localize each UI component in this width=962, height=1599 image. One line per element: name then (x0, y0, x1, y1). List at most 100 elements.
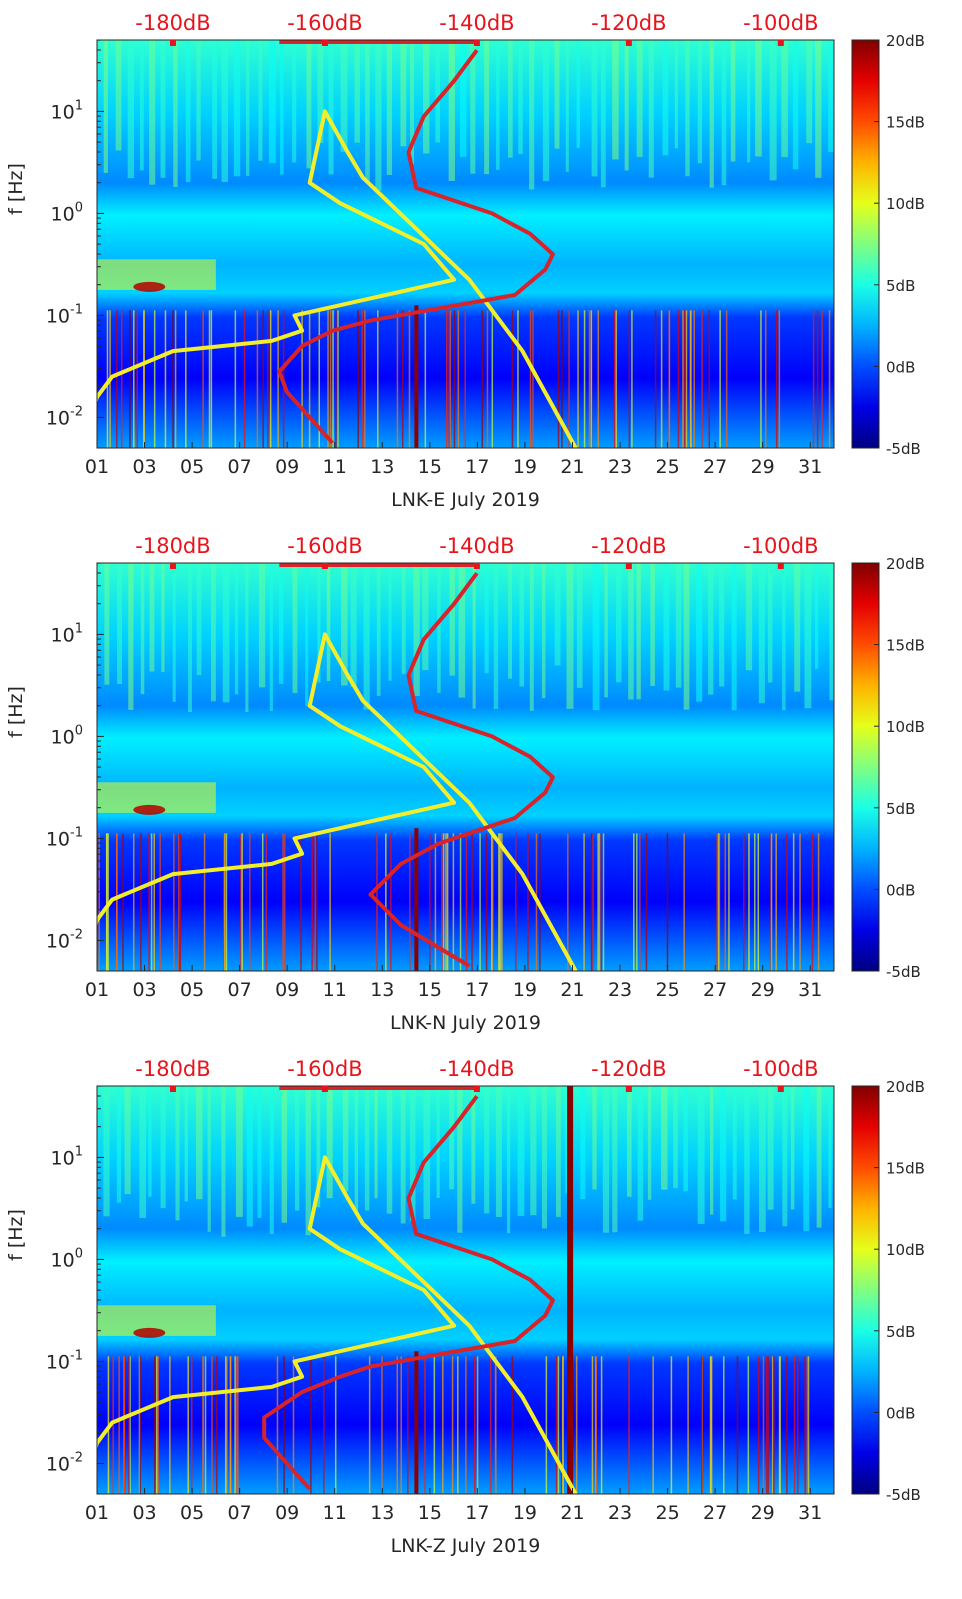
x-tick-label: 05 (180, 1502, 204, 1524)
x-tick-label: 01 (85, 979, 109, 1001)
colorbar-label: 10dB (886, 718, 925, 736)
x-tick-label: 13 (370, 979, 394, 1001)
y-tick-label: 101 (51, 98, 83, 123)
y-tick-label: 100 (51, 200, 83, 225)
top-db-label: -120dB (591, 534, 666, 558)
x-tick-label: 11 (323, 456, 347, 478)
colorbar-label: 0dB (886, 358, 915, 376)
colorbar-label: 15dB (886, 114, 925, 132)
colorbar (851, 39, 880, 449)
y-axis-label: f [Hz] (5, 163, 27, 215)
x-tick-label: 11 (323, 979, 347, 1001)
top-db-label: -140dB (439, 11, 514, 35)
colorbar-label: 20dB (886, 555, 925, 573)
x-tick-label: 13 (370, 1502, 394, 1524)
x-tick-label: 23 (608, 979, 632, 1001)
colorbar (851, 1085, 880, 1495)
spectrogram-texture (97, 1086, 832, 1494)
panel-lnk-z: 01 03 05 07 09 11 13 15 17 19 21 23 25 27 29 31 LNK-Z Ju… (5, 1057, 925, 1557)
top-db-label: -140dB (439, 1057, 514, 1081)
top-db-label: -160dB (287, 534, 362, 558)
colorbar-label: -5dB (886, 963, 921, 981)
x-axis-label: LNK-Z July 2019 (391, 1535, 541, 1557)
y-axis-label: f [Hz] (5, 1209, 27, 1261)
x-tick-label: 01 (85, 1502, 109, 1524)
x-tick-label: 29 (751, 979, 775, 1001)
colorbar-label: -5dB (886, 440, 921, 458)
x-tick-label: 03 (132, 979, 156, 1001)
x-tick-label: 19 (513, 456, 537, 478)
colorbar-label: 15dB (886, 637, 925, 655)
x-tick-label: 27 (703, 456, 727, 478)
x-tick-label: 29 (751, 1502, 775, 1524)
x-tick-label: 27 (703, 979, 727, 1001)
yellow-curve (97, 1155, 578, 1494)
x-tick-label: 19 (513, 1502, 537, 1524)
x-axis-label: LNK-E July 2019 (391, 489, 540, 511)
x-tick-label: 09 (275, 979, 299, 1001)
colorbar-label: 0dB (886, 1404, 915, 1422)
x-tick-label: 01 (85, 456, 109, 478)
x-tick-label: 03 (132, 456, 156, 478)
top-db-label: -140dB (439, 534, 514, 558)
y-tick-label: 10-1 (46, 825, 83, 850)
colorbar-label: 20dB (886, 32, 925, 50)
top-db-label: -100dB (743, 11, 818, 35)
x-tick-label: 05 (180, 979, 204, 1001)
red-curve (277, 49, 555, 445)
x-tick-label: 15 (418, 456, 442, 478)
spectrogram-texture (97, 563, 834, 971)
top-db-label: -100dB (743, 1057, 818, 1081)
x-tick-label: 07 (228, 1502, 252, 1524)
panel-lnk-e: 01 03 05 07 09 11 13 15 17 19 21 23 25 27 29 31 LNK-E Ju… (5, 11, 925, 511)
x-tick-label: 27 (703, 1502, 727, 1524)
y-tick-label: 100 (51, 723, 83, 748)
top-db-label: -180dB (135, 11, 210, 35)
colorbar-label: 10dB (886, 1241, 925, 1259)
y-axis-label: f [Hz] (5, 686, 27, 738)
x-tick-label: 21 (560, 979, 584, 1001)
x-tick-label: 19 (513, 979, 537, 1001)
y-tick-label: 10-1 (46, 302, 83, 327)
x-tick-label: 09 (275, 456, 299, 478)
x-tick-label: 17 (465, 1502, 489, 1524)
x-tick-label: 23 (608, 456, 632, 478)
red-curve (368, 572, 555, 968)
colorbar (851, 562, 880, 972)
x-axis-label: LNK-N July 2019 (390, 1012, 541, 1034)
x-tick-label: 17 (465, 456, 489, 478)
colorbar-label: 20dB (886, 1078, 925, 1096)
y-tick-label: 10-2 (46, 1450, 83, 1475)
x-tick-label: 15 (418, 1502, 442, 1524)
x-tick-label: 31 (798, 1502, 822, 1524)
yellow-curve (97, 632, 578, 971)
x-tick-label: 25 (655, 1502, 679, 1524)
top-db-label: -180dB (135, 1057, 210, 1081)
colorbar-label: 10dB (886, 195, 925, 213)
x-tick-label: 31 (798, 979, 822, 1001)
top-db-label: -180dB (135, 534, 210, 558)
y-tick-label: 10-2 (46, 404, 83, 429)
y-tick-label: 100 (51, 1246, 83, 1271)
x-tick-label: 05 (180, 456, 204, 478)
x-tick-label: 09 (275, 1502, 299, 1524)
top-db-label: -160dB (287, 11, 362, 35)
top-db-label: -120dB (591, 11, 666, 35)
x-tick-label: 07 (228, 456, 252, 478)
x-tick-label: 11 (323, 1502, 347, 1524)
x-tick-label: 15 (418, 979, 442, 1001)
x-tick-label: 25 (655, 979, 679, 1001)
top-db-label: -120dB (591, 1057, 666, 1081)
y-tick-label: 101 (51, 621, 83, 646)
x-tick-label: 17 (465, 979, 489, 1001)
y-tick-label: 101 (51, 1144, 83, 1169)
colorbar-label: 5dB (886, 277, 915, 295)
x-tick-label: 23 (608, 1502, 632, 1524)
x-tick-label: 31 (798, 456, 822, 478)
colorbar-label: 0dB (886, 881, 915, 899)
colorbar-label: 15dB (886, 1160, 925, 1178)
colorbar-label: 5dB (886, 800, 915, 818)
x-tick-label: 29 (751, 456, 775, 478)
yellow-curve (97, 109, 578, 448)
